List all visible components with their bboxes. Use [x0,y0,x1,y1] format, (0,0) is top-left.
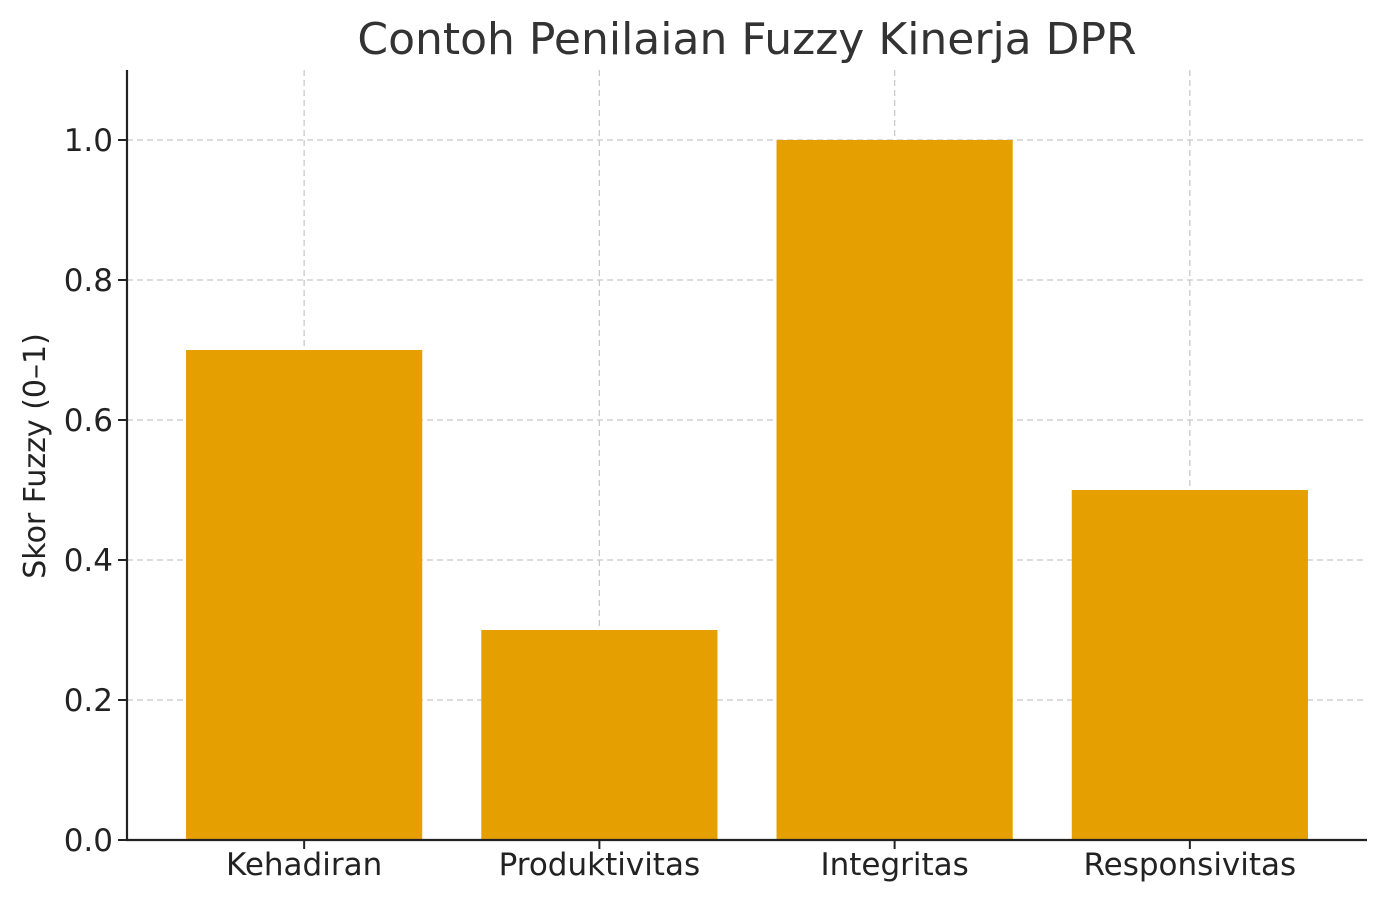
x-tick-label: Kehadiran [226,847,382,883]
y-tick-label: 0.2 [64,683,113,719]
x-tick-label: Integritas [820,847,968,883]
y-tick-label: 0.4 [64,543,113,579]
y-tick-label: 1.0 [64,123,113,159]
chart-title: Contoh Penilaian Fuzzy Kinerja DPR [357,14,1136,65]
y-axis-label: Skor Fuzzy (0–1) [18,333,53,579]
x-tick-label: Produktivitas [499,847,701,883]
y-tick-label: 0.6 [64,403,113,439]
y-tick-label: 0.8 [64,263,113,299]
axes-layer [125,70,1367,842]
x-tick-label: Responsivitas [1084,847,1297,883]
bar-responsivitas [1071,490,1308,840]
bar-integritas [776,140,1013,840]
ticks-layer: 0.0 0.2 0.4 0.6 0.8 1.0 Kehadiran Produktivitas… [64,123,1297,883]
y-tick-label: 0.0 [64,823,113,859]
bar-produktivitas [481,630,718,840]
bars-layer [186,140,1308,840]
bar-kehadiran [186,350,423,840]
